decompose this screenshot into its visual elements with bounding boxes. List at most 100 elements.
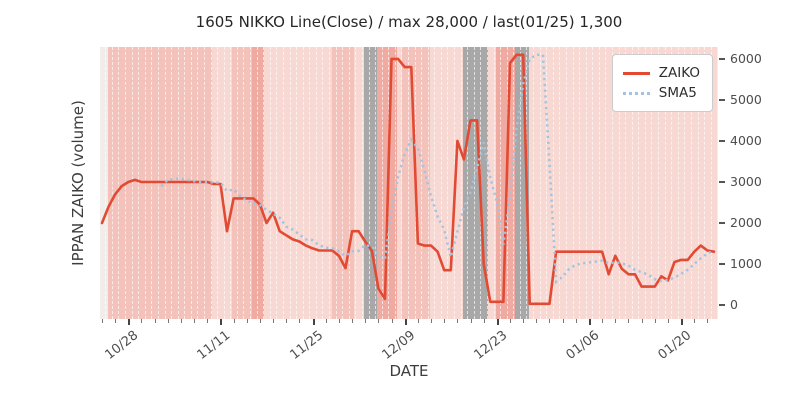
day-gridline bbox=[539, 47, 541, 319]
day-gridline bbox=[565, 47, 567, 319]
day-gridline bbox=[519, 47, 521, 319]
day-gridline bbox=[269, 47, 271, 319]
x-minor-tick bbox=[641, 319, 643, 323]
day-gridline bbox=[309, 47, 311, 319]
x-minor-tick bbox=[615, 319, 617, 323]
day-gridline bbox=[348, 47, 350, 319]
day-gridline bbox=[381, 47, 383, 319]
day-gridline bbox=[546, 47, 548, 319]
day-gridline bbox=[335, 47, 337, 319]
day-gridline bbox=[612, 47, 613, 319]
day-gridline bbox=[658, 47, 660, 319]
y-tick-label: 4000 bbox=[730, 132, 762, 148]
x-minor-tick bbox=[483, 319, 485, 323]
day-gridline bbox=[355, 47, 357, 319]
day-gridline bbox=[394, 47, 396, 319]
day-gridline bbox=[408, 47, 409, 319]
day-gridline bbox=[486, 47, 488, 319]
day-gridline bbox=[559, 47, 561, 319]
y-tick-label: 5000 bbox=[730, 91, 762, 107]
y-tick-mark bbox=[719, 139, 725, 142]
y-tick-mark bbox=[719, 304, 725, 307]
day-gridline bbox=[223, 47, 225, 319]
x-minor-tick bbox=[391, 319, 393, 323]
day-gridline bbox=[440, 47, 442, 319]
day-gridline bbox=[684, 47, 686, 319]
day-gridline bbox=[552, 47, 554, 319]
x-minor-tick bbox=[667, 319, 669, 323]
day-gridline bbox=[447, 47, 449, 319]
x-minor-tick bbox=[325, 319, 327, 323]
y-tick-mark bbox=[719, 180, 725, 183]
legend: ZAIKO SMA5 bbox=[611, 54, 713, 112]
x-minor-tick bbox=[259, 319, 261, 323]
background-band bbox=[211, 47, 233, 319]
x-minor-tick bbox=[470, 319, 472, 323]
day-gridline bbox=[434, 47, 436, 319]
background-band bbox=[252, 47, 264, 319]
day-gridline bbox=[256, 47, 258, 319]
x-minor-tick bbox=[562, 319, 564, 323]
y-tick-mark bbox=[719, 222, 725, 224]
zaiko-line bbox=[100, 53, 716, 306]
day-gridline bbox=[282, 47, 284, 319]
legend-item-sma5: SMA5 bbox=[622, 83, 700, 103]
day-gridline bbox=[710, 47, 712, 319]
day-gridline bbox=[690, 47, 692, 319]
day-gridline bbox=[585, 47, 587, 319]
y-tick-mark bbox=[719, 263, 725, 266]
x-major-tick bbox=[128, 319, 131, 325]
day-gridline bbox=[664, 47, 666, 319]
day-gridline bbox=[473, 47, 475, 319]
day-gridline bbox=[579, 47, 581, 319]
x-minor-tick bbox=[141, 319, 143, 323]
day-gridline bbox=[677, 47, 679, 319]
x-minor-tick bbox=[352, 319, 354, 323]
x-tick-label: 12/23 bbox=[471, 328, 511, 363]
x-minor-tick bbox=[154, 319, 156, 323]
day-gridline bbox=[651, 47, 653, 319]
day-gridline bbox=[243, 47, 245, 319]
day-gridline bbox=[644, 47, 646, 319]
x-minor-tick bbox=[457, 319, 459, 323]
x-minor-tick bbox=[273, 319, 275, 323]
holiday-band bbox=[363, 47, 378, 319]
y-axis-label: IPPAN ZAIKO (volume) bbox=[69, 100, 87, 266]
x-minor-tick bbox=[417, 319, 419, 323]
zaiko-line-swatch bbox=[622, 71, 650, 75]
legend-label-zaiko: ZAIKO bbox=[658, 65, 700, 81]
y-tick-mark bbox=[719, 57, 725, 60]
x-minor-tick bbox=[628, 319, 630, 323]
day-gridline bbox=[625, 47, 627, 319]
x-tick-label: 01/06 bbox=[563, 328, 603, 363]
day-gridline bbox=[105, 47, 107, 319]
day-gridline bbox=[572, 47, 574, 319]
day-gridline bbox=[322, 47, 324, 319]
day-gridline bbox=[704, 47, 706, 319]
sma5-line bbox=[160, 53, 715, 285]
x-minor-tick bbox=[338, 319, 340, 323]
x-minor-tick bbox=[707, 319, 709, 323]
holiday-band bbox=[462, 47, 488, 319]
background-band bbox=[430, 47, 463, 319]
day-gridline bbox=[460, 47, 462, 319]
day-gridline bbox=[638, 47, 640, 319]
y-tick-label: 0 bbox=[730, 297, 738, 313]
day-gridline bbox=[361, 47, 363, 319]
day-gridline bbox=[605, 47, 607, 319]
day-gridline bbox=[302, 47, 304, 319]
day-gridline bbox=[230, 47, 232, 319]
day-gridline bbox=[592, 47, 594, 319]
x-major-tick bbox=[588, 319, 591, 325]
day-gridline bbox=[131, 47, 133, 319]
day-gridline bbox=[263, 47, 265, 319]
x-minor-tick bbox=[378, 319, 380, 323]
plot-area: ZAIKO SMA5 bbox=[100, 47, 718, 319]
series-lines bbox=[100, 53, 716, 306]
day-gridline bbox=[467, 47, 469, 319]
x-minor-tick bbox=[575, 319, 577, 323]
day-gridline bbox=[342, 47, 344, 319]
x-minor-tick bbox=[510, 319, 511, 323]
day-gridline bbox=[315, 47, 317, 319]
